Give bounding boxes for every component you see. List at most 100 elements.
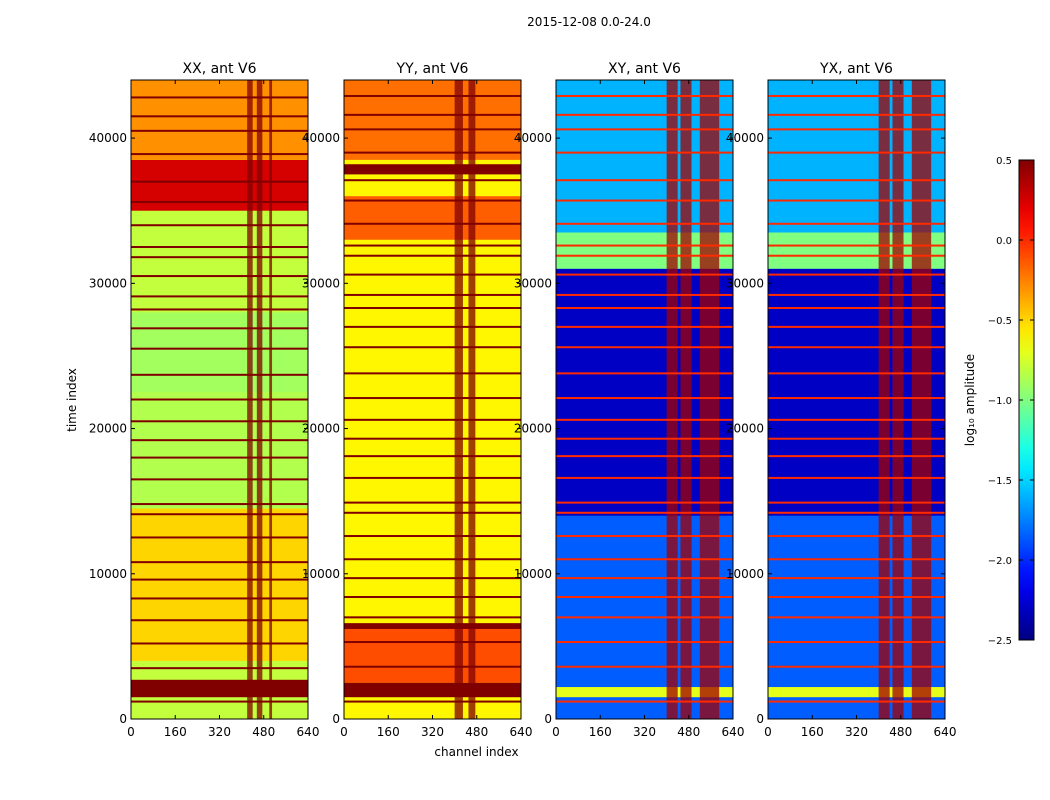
heatmap-time-line — [768, 293, 945, 296]
heatmap-time-line — [556, 151, 733, 154]
heatmap-time-line — [131, 439, 308, 442]
heatmap-band — [344, 624, 521, 683]
y-tick-label: 10000 — [726, 567, 764, 581]
heatmap-time-line — [131, 642, 308, 645]
heatmap-time-line — [131, 456, 308, 459]
y-tick-label: 10000 — [89, 567, 127, 581]
heatmap-time-line — [344, 325, 521, 328]
heatmap-time-line — [344, 397, 521, 400]
x-tick-label: 640 — [934, 725, 957, 739]
heatmap-time-line — [131, 619, 308, 622]
heatmap-time-line — [344, 700, 521, 703]
heatmap-time-line — [556, 244, 733, 247]
heatmap-time-line — [131, 200, 308, 203]
heatmap-time-line — [768, 128, 945, 131]
y-tick-label: 30000 — [89, 276, 127, 290]
heatmap-time-line — [556, 325, 733, 328]
heatmap-time-line — [768, 151, 945, 154]
heatmap-time-line — [131, 478, 308, 481]
heatmap-time-line — [556, 476, 733, 479]
x-tick-label: 160 — [377, 725, 400, 739]
heatmap-time-line — [556, 113, 733, 116]
heatmap-time-line — [556, 372, 733, 375]
x-tick-label: 0 — [340, 725, 348, 739]
x-tick-label: 0 — [764, 725, 772, 739]
heatmap-time-line — [768, 372, 945, 375]
x-tick-label: 160 — [164, 725, 187, 739]
heatmap-time-line — [344, 128, 521, 131]
heatmap-time-line — [768, 455, 945, 458]
colorbar-tick-label: −0.5 — [988, 316, 1012, 327]
heatmap-time-line — [768, 199, 945, 202]
heatmap-band — [131, 679, 308, 698]
heatmap-time-line — [131, 420, 308, 423]
heatmap-time-line — [556, 273, 733, 276]
heatmap-time-line — [556, 641, 733, 644]
heatmap-time-line — [344, 151, 521, 154]
heatmap-time-line — [768, 501, 945, 504]
heatmap-time-line — [131, 347, 308, 350]
heatmap-time-line — [344, 199, 521, 202]
heatmap-time-line — [556, 455, 733, 458]
y-tick-label: 0 — [119, 712, 127, 726]
heatmap-time-line — [344, 293, 521, 296]
heatmap-time-line — [556, 418, 733, 421]
heatmap-time-line — [556, 437, 733, 440]
heatmap-band — [131, 392, 308, 509]
heatmap-band — [344, 623, 521, 629]
heatmap-image — [344, 80, 521, 719]
panel-xy: XY, ant V6 0 160 320 480 640 0 10000 20000 30000 4… — [514, 61, 745, 739]
heatmap-image — [768, 80, 945, 719]
y-tick-label: 0 — [544, 712, 552, 726]
x-tick-label: 320 — [208, 725, 231, 739]
heatmap-channel-stripe — [454, 80, 463, 719]
heatmap-time-line — [131, 275, 308, 278]
heatmap-time-line — [556, 665, 733, 668]
heatmap-image — [556, 80, 733, 719]
heatmap-time-line — [131, 373, 308, 376]
heatmap-time-line — [768, 307, 945, 310]
colorbar-tick-label: −2.5 — [988, 636, 1012, 647]
y-tick-label: 20000 — [302, 422, 340, 436]
y-tick-label: 30000 — [726, 276, 764, 290]
x-tick-label: 160 — [589, 725, 612, 739]
heatmap-time-line — [556, 577, 733, 580]
y-tick-label: 40000 — [89, 131, 127, 145]
heatmap-time-line — [131, 115, 308, 118]
heatmap-time-line — [556, 700, 733, 703]
heatmap-time-line — [768, 476, 945, 479]
heatmap-channel-stripe — [878, 80, 890, 719]
heatmap-time-line — [768, 641, 945, 644]
heatmap-time-line — [344, 665, 521, 668]
y-tick-label: 30000 — [302, 276, 340, 290]
heatmap-time-line — [131, 513, 308, 516]
heatmap-time-line — [768, 616, 945, 619]
x-tick-label: 160 — [801, 725, 824, 739]
heatmap-time-line — [768, 665, 945, 668]
heatmap-time-line — [344, 641, 521, 644]
x-tick-label: 0 — [552, 725, 560, 739]
heatmap-time-line — [768, 535, 945, 538]
heatmap-time-line — [768, 179, 945, 182]
x-tick-label: 480 — [465, 725, 488, 739]
heatmap-time-line — [556, 128, 733, 131]
heatmap-time-line — [131, 96, 308, 99]
heatmap-time-line — [768, 254, 945, 257]
heatmap-time-line — [131, 597, 308, 600]
x-tick-label: 480 — [677, 725, 700, 739]
heatmap-time-line — [556, 397, 733, 400]
heatmap-channel-stripe — [468, 80, 476, 719]
y-axis-label: time index — [65, 368, 79, 432]
heatmap-band — [131, 312, 308, 393]
heatmap-time-line — [131, 503, 308, 506]
heatmap-time-line — [556, 558, 733, 561]
heatmap-time-line — [344, 418, 521, 421]
colorbar-label: log₁₀ amplitude — [963, 354, 977, 446]
x-tick-label: 320 — [421, 725, 444, 739]
x-tick-label: 640 — [297, 725, 320, 739]
x-tick-label: 0 — [127, 725, 135, 739]
heatmap-time-line — [344, 372, 521, 375]
heatmap-time-line — [344, 254, 521, 257]
y-tick-label: 20000 — [726, 422, 764, 436]
y-tick-label: 10000 — [302, 567, 340, 581]
